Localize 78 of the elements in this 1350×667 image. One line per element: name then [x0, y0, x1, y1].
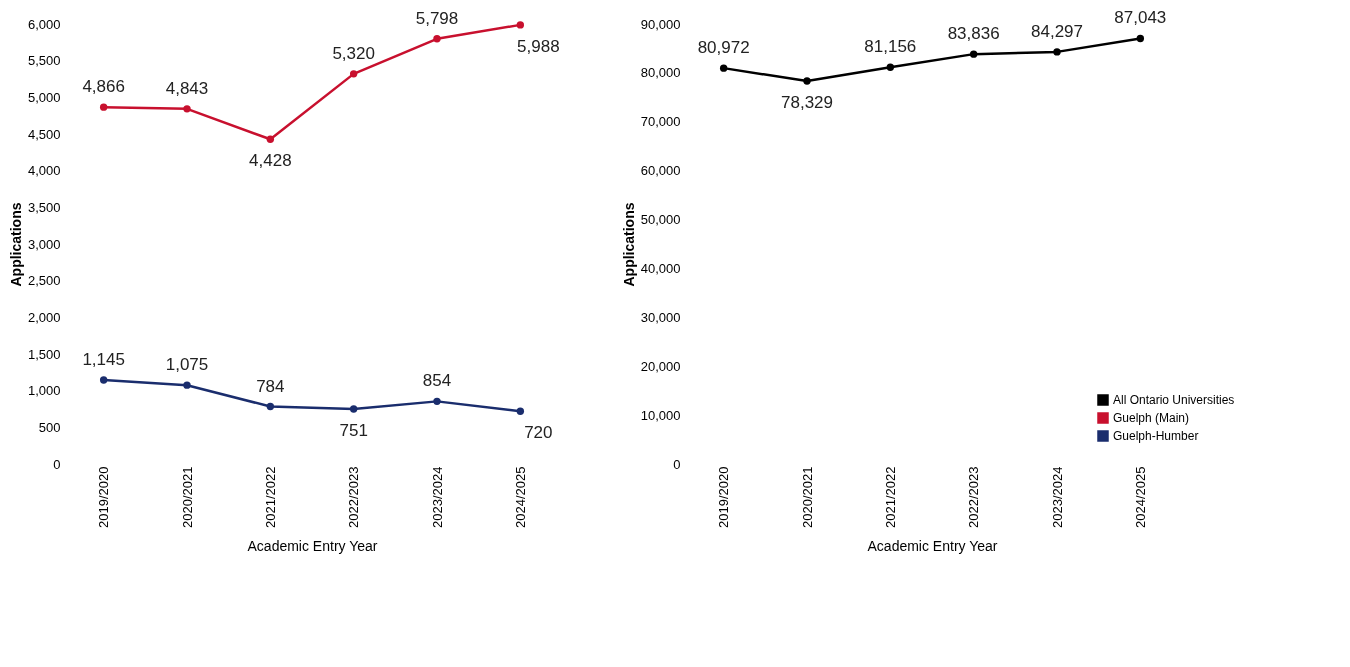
point [1136, 34, 1145, 43]
data-label: 854 [422, 371, 452, 391]
point [349, 405, 358, 413]
x-tick-label: 2020/2021 [799, 466, 815, 528]
data-label: 751 [339, 420, 368, 440]
data-label: 84,297 [1031, 21, 1083, 41]
data-label: 720 [524, 423, 553, 443]
data-label: 83,836 [947, 24, 1000, 44]
point [266, 402, 275, 411]
point [349, 70, 358, 78]
y-tick-label: 500 [38, 419, 61, 435]
data-label: 5,988 [517, 36, 560, 56]
y-tick-label: 2,500 [27, 273, 61, 289]
point [969, 50, 978, 58]
y-tick-label: 80,000 [640, 65, 681, 81]
x-tick-label: 2023/2024 [1049, 466, 1065, 528]
x-tick-label: 2022/2023 [966, 466, 982, 528]
y-axis-title: Applications [7, 202, 24, 287]
x-axis-title: Academic Entry Year [247, 537, 378, 554]
x-tick-label: 2024/2025 [512, 466, 528, 528]
y-tick-label: 0 [673, 456, 681, 472]
point [183, 105, 191, 113]
y-tick-label: 6,000 [27, 16, 61, 32]
x-tick-label: 2023/2024 [429, 466, 445, 528]
x-tick-label: 2021/2022 [882, 466, 898, 528]
legend-label: Guelph (Main) [1113, 411, 1190, 425]
y-tick-label: 4,500 [27, 126, 61, 142]
data-label: 87,043 [1114, 8, 1167, 28]
x-tick-label: 2019/2020 [96, 466, 112, 528]
y-tick-label: 10,000 [640, 407, 681, 423]
point [433, 397, 441, 406]
data-label: 4,428 [249, 151, 292, 171]
x-tick-label: 2020/2021 [179, 466, 195, 528]
y-tick-label: 30,000 [640, 309, 681, 325]
data-label: 1,145 [82, 350, 125, 370]
data-label: 78,329 [781, 93, 833, 113]
legend-label: Guelph-Humber [1113, 429, 1199, 443]
point [803, 77, 811, 85]
point [886, 63, 895, 71]
point [516, 21, 525, 29]
y-tick-label: 1,000 [27, 383, 61, 399]
y-tick-label: 40,000 [640, 260, 681, 276]
y-tick-label: 60,000 [640, 163, 681, 179]
point [1053, 48, 1061, 56]
point [183, 381, 191, 389]
y-tick-label: 5,000 [27, 89, 61, 105]
y-tick-label: 70,000 [640, 114, 681, 130]
point [266, 135, 275, 143]
y-tick-label: 3,000 [27, 236, 61, 252]
y-tick-label: 20,000 [640, 358, 681, 374]
data-label: 80,972 [697, 38, 750, 58]
y-tick-label: 3,500 [27, 199, 61, 215]
data-label: 5,320 [332, 43, 375, 63]
point [516, 407, 525, 415]
data-label: 784 [256, 376, 285, 396]
y-tick-label: 50,000 [640, 212, 681, 228]
x-tick-label: 2021/2022 [262, 466, 278, 528]
y-tick-label: 0 [53, 456, 61, 472]
x-tick-label: 2019/2020 [716, 466, 732, 528]
legend-label: All Ontario Universities [1113, 393, 1235, 407]
point [99, 376, 108, 384]
y-tick-label: 4,000 [27, 163, 61, 179]
data-label: 5,798 [415, 8, 459, 28]
data-label: 1,075 [165, 355, 209, 375]
data-label: 4,866 [82, 77, 125, 97]
point [99, 103, 108, 111]
x-axis-title: Academic Entry Year [867, 537, 998, 554]
y-axis-title: Applications [620, 202, 637, 287]
point [433, 35, 441, 43]
data-label: 4,843 [165, 78, 209, 98]
y-tick-label: 2,000 [27, 309, 61, 325]
data-label: 81,156 [864, 37, 917, 57]
x-tick-label: 2022/2023 [346, 466, 362, 528]
y-tick-label: 5,500 [27, 53, 61, 69]
y-tick-label: 1,500 [27, 346, 61, 362]
x-tick-label: 2024/2025 [1132, 466, 1148, 528]
point [719, 64, 728, 72]
y-tick-label: 90,000 [640, 16, 681, 32]
